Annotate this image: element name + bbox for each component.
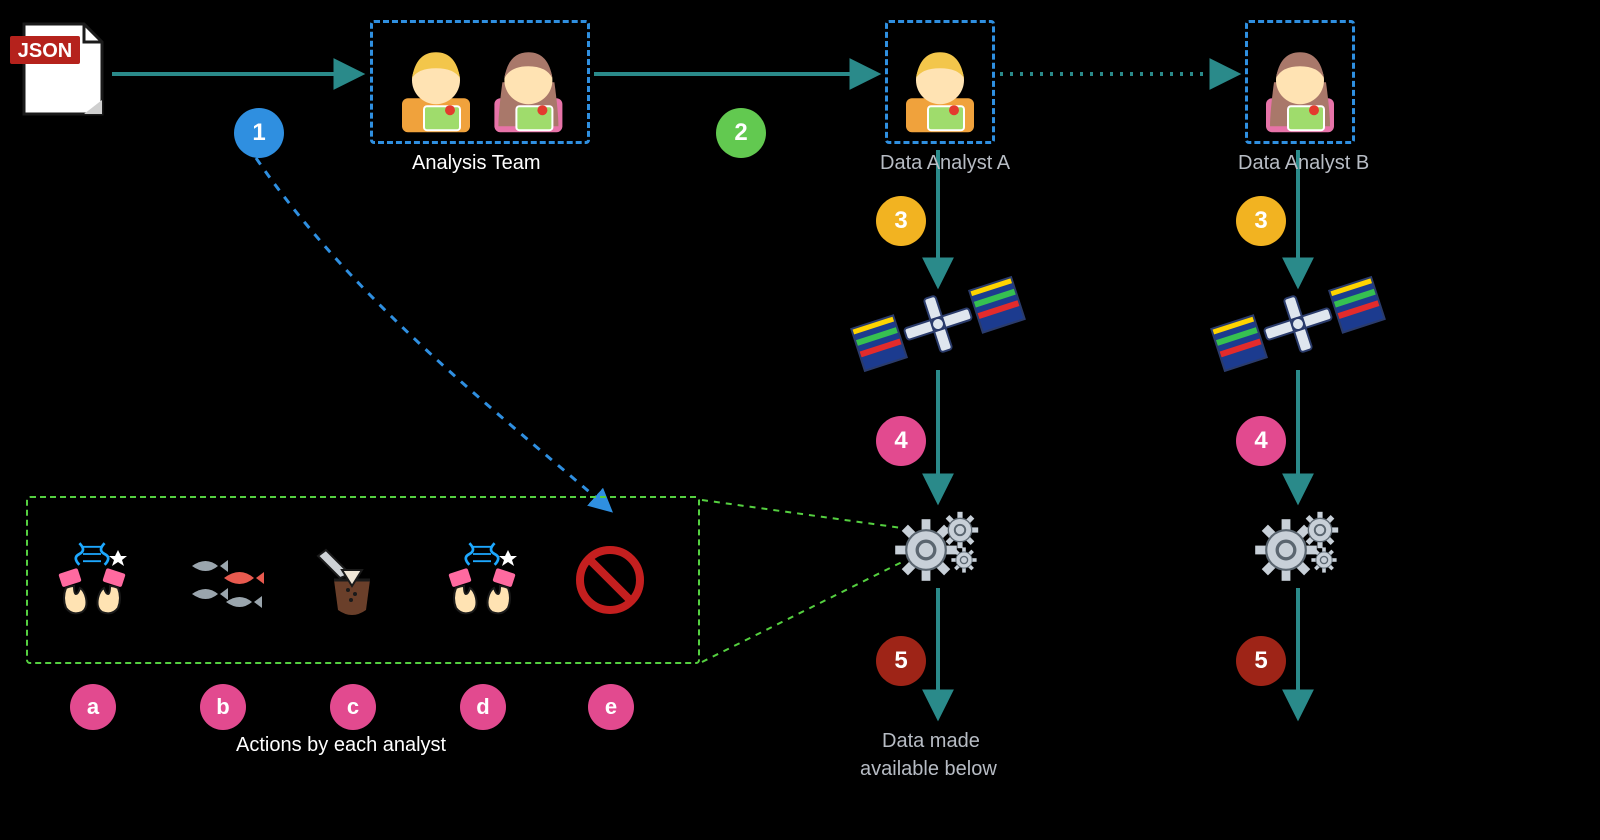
action-badge-e: e xyxy=(588,684,634,730)
step-badge-4: 4 xyxy=(876,416,926,466)
analyst-a-label: Data Analyst A xyxy=(880,152,1010,175)
step-badge-5: 5 xyxy=(876,636,926,686)
action-badge-d: d xyxy=(460,684,506,730)
curve-1-to-actions xyxy=(256,158,610,510)
step-badge-5: 5 xyxy=(1236,636,1286,686)
funnel-line-bot xyxy=(702,562,902,662)
available-below-label: available below xyxy=(860,758,997,781)
step-badge-3: 3 xyxy=(1236,196,1286,246)
step-badge-2: 2 xyxy=(716,108,766,158)
analyst-a-box xyxy=(885,20,995,144)
json-file-icon: JSON xyxy=(10,24,102,114)
team-label: Analysis Team xyxy=(412,152,541,175)
data-made-label: Data made xyxy=(882,730,980,753)
analyst-b-box xyxy=(1245,20,1355,144)
diagram-stage: JSON 1 2 3 3 4 4 5 5 a b c d e Analysis Team Data A… xyxy=(0,0,1600,840)
gears-icon xyxy=(895,512,978,581)
step-badge-3: 3 xyxy=(876,196,926,246)
analyst-b-label: Data Analyst B xyxy=(1238,152,1369,175)
step-badge-1: 1 xyxy=(234,108,284,158)
action-badge-a: a xyxy=(70,684,116,730)
team-box xyxy=(370,20,590,144)
action-badge-c: c xyxy=(330,684,376,730)
funnel-line-top xyxy=(702,500,902,528)
action-badge-b: b xyxy=(200,684,246,730)
step-badge-4: 4 xyxy=(1236,416,1286,466)
actions-label: Actions by each analyst xyxy=(236,734,446,757)
json-badge-text: JSON xyxy=(18,40,72,62)
satellite-icon xyxy=(849,271,1026,376)
gears-icon xyxy=(1255,512,1338,581)
satellite-icon xyxy=(1209,271,1386,376)
actions-box xyxy=(26,496,700,664)
